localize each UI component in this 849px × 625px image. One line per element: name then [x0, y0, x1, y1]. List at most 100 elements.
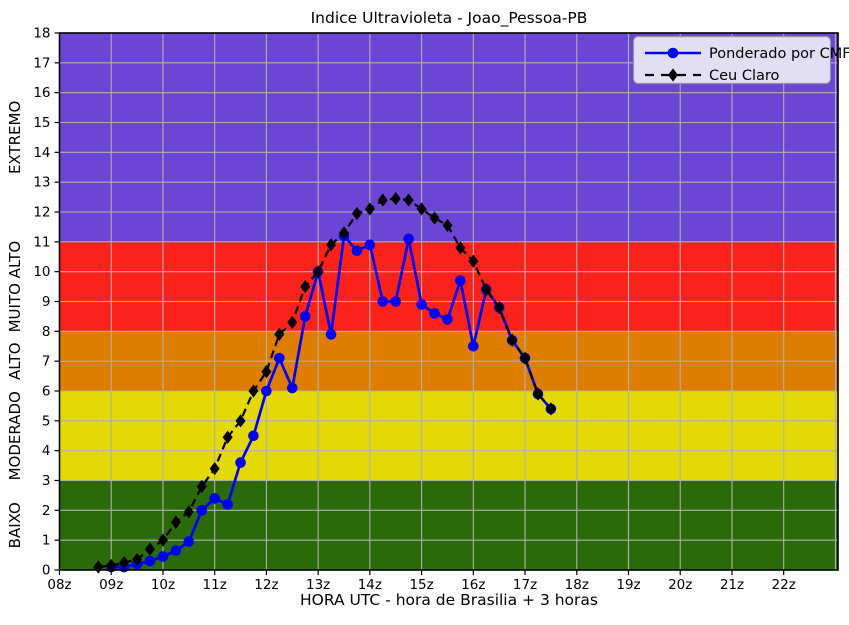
y-tick-label-10: 10 [33, 264, 50, 280]
x-axis-label: HORA UTC - hora de Brasilia + 3 horas [300, 591, 598, 609]
y-tick-label-14: 14 [33, 145, 50, 161]
marker-circle-ponderado-por-cmf [351, 245, 363, 257]
legend-item-ceu-claro: Ceu Claro [645, 68, 780, 84]
marker-circle-ponderado-por-cmf [235, 457, 246, 468]
marker-diamond-ceu-claro [132, 552, 143, 567]
marker-circle-ponderado-por-cmf [442, 314, 453, 325]
marker-diamond-ceu-claro [364, 202, 375, 216]
x-tick-label-20z: 20z [668, 577, 692, 593]
y-tick-label-13: 13 [33, 175, 50, 191]
plot-area: 08z 09z 10z 11z 12z 13z 14z 15z 16z 17z 18z 19z 20z 2… [6, 26, 839, 593]
marker-circle-ponderado-por-cmf [468, 340, 479, 352]
marker-diamond-ceu-claro [442, 218, 453, 233]
band-baixo [59, 480, 838, 570]
legend: Ponderado por CMF Ceu Claro [632, 35, 849, 85]
y-tick-label-8: 8 [42, 324, 51, 340]
marker-diamond-ceu-claro [390, 191, 401, 206]
marker-diamond-ceu-claro [209, 461, 220, 476]
marker-diamond-ceu-claro [326, 238, 337, 252]
y-tick-label-5: 5 [42, 413, 51, 429]
x-tick-label-11z: 11z [203, 577, 227, 593]
legend-diamond-marker-icon [668, 68, 678, 82]
marker-diamond-ceu-claro [377, 193, 388, 207]
marker-circle-ponderado-por-cmf [416, 299, 427, 310]
marker-circle-ponderado-por-cmf [299, 311, 311, 322]
marker-circle-ponderado-por-cmf [274, 352, 285, 364]
legend-label-ceu-claro: Ceu Claro [709, 68, 780, 84]
legend-item-ponderado: Ponderado por CMF [645, 46, 849, 62]
marker-circle-ponderado-por-cmf [377, 296, 389, 307]
y-tick-label-7: 7 [42, 354, 51, 370]
y-tick-label-0: 0 [42, 563, 51, 579]
marker-diamond-ceu-claro [520, 351, 531, 365]
x-tick-label-21z: 21z [720, 577, 744, 593]
marker-diamond-ceu-claro [119, 555, 130, 570]
marker-diamond-ceu-claro [339, 226, 350, 240]
marker-circle-ponderado-por-cmf [196, 505, 208, 516]
marker-diamond-ceu-claro [248, 384, 259, 398]
marker-diamond-ceu-claro [235, 414, 246, 428]
x-tick-label-10z: 10z [151, 577, 175, 593]
y-tick-label-1: 1 [42, 533, 51, 549]
marker-circle-ponderado-por-cmf [157, 551, 169, 562]
marker-diamond-ceu-claro [170, 515, 181, 529]
y-tick-label-17: 17 [33, 55, 50, 71]
marker-diamond-ceu-claro [183, 505, 194, 519]
marker-diamond-ceu-claro [196, 479, 207, 494]
marker-diamond-ceu-claro [300, 279, 311, 294]
legend-circle-marker-icon [667, 47, 679, 59]
y-tick-label-4: 4 [42, 443, 51, 459]
marker-circle-ponderado-por-cmf [261, 385, 272, 397]
marker-circle-ponderado-por-cmf [429, 308, 440, 319]
marker-diamond-ceu-claro [481, 282, 492, 297]
legend-box [632, 35, 832, 85]
x-tick-label-12z: 12z [254, 577, 278, 593]
x-tick-label-14z: 14z [358, 577, 382, 593]
marker-diamond-ceu-claro [532, 387, 543, 401]
marker-circle-ponderado-por-cmf [286, 382, 298, 394]
marker-circle-ponderado-por-cmf [209, 493, 220, 504]
marker-circle-ponderado-por-cmf [144, 555, 156, 567]
marker-diamond-ceu-claro [429, 211, 440, 225]
marker-circle-ponderado-por-cmf [325, 329, 337, 340]
marker-diamond-ceu-claro [468, 254, 479, 268]
marker-circle-ponderado-por-cmf [455, 275, 466, 286]
marker-diamond-ceu-claro [261, 365, 272, 379]
category-label-muito-alto: MUITO ALTO [6, 241, 24, 333]
x-tick-label-15z: 15z [409, 577, 433, 593]
y-tick-label-16: 16 [33, 85, 50, 101]
y-tick-label-3: 3 [42, 473, 51, 489]
x-tick-label-18z: 18z [565, 577, 589, 593]
marker-diamond-ceu-claro [106, 558, 117, 573]
marker-circle-ponderado-por-cmf [403, 233, 414, 245]
y-tick-label-6: 6 [42, 384, 51, 400]
marker-diamond-ceu-claro [455, 241, 466, 255]
legend-label-ponderado: Ponderado por CMF [709, 46, 849, 62]
marker-diamond-ceu-claro [351, 206, 362, 221]
chart-title: Indice Ultravioleta - Joao_Pessoa-PB [311, 9, 588, 28]
marker-diamond-ceu-claro [416, 202, 427, 216]
marker-diamond-ceu-claro [274, 327, 285, 341]
y-tick-label-18: 18 [33, 26, 50, 42]
marker-circle-ponderado-por-cmf [222, 499, 233, 510]
marker-circle-ponderado-por-cmf [390, 296, 402, 307]
category-label-extremo: EXTREMO [6, 101, 24, 174]
marker-circle-ponderado-por-cmf [183, 536, 195, 547]
marker-diamond-ceu-claro [545, 402, 556, 416]
x-tick-label-17z: 17z [513, 577, 537, 593]
marker-diamond-ceu-claro [287, 315, 298, 329]
marker-diamond-ceu-claro [494, 300, 505, 315]
y-tick-label-11: 11 [33, 234, 50, 250]
marker-diamond-ceu-claro [507, 333, 518, 347]
marker-diamond-ceu-claro [313, 265, 324, 279]
x-tick-label-22z: 22z [772, 577, 796, 593]
x-tick-label-19z: 19z [616, 577, 640, 593]
category-label-moderado: MODERADO [6, 391, 24, 480]
y-tick-label-15: 15 [33, 115, 50, 131]
band-moderado [59, 391, 838, 481]
x-tick-label-13z: 13z [306, 577, 330, 593]
marker-diamond-ceu-claro [145, 542, 156, 556]
marker-diamond-ceu-claro [222, 430, 233, 444]
